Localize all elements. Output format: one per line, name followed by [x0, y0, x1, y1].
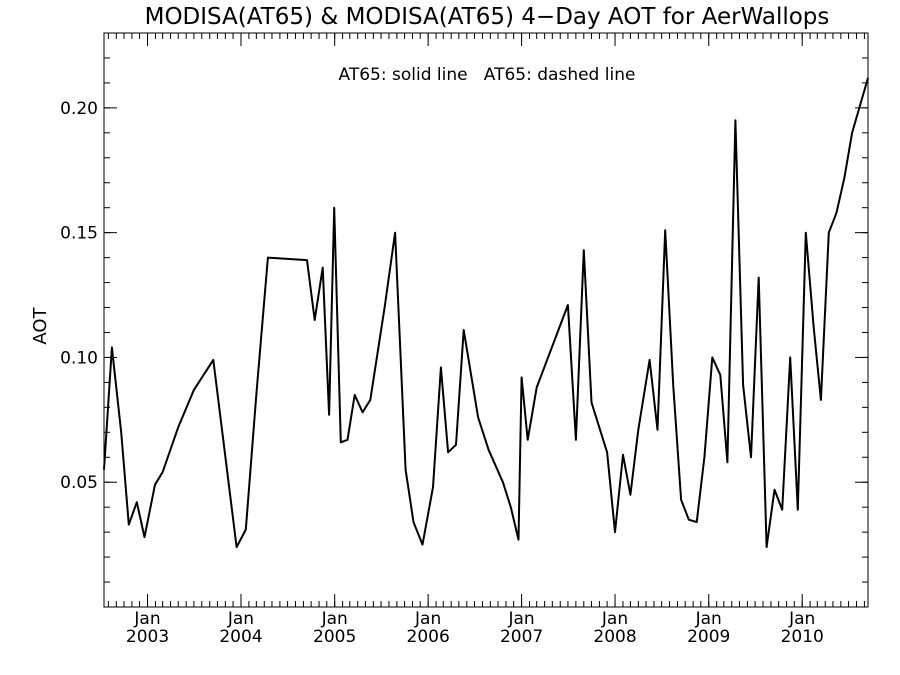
x-tick-month-label: Jan: [414, 609, 441, 629]
x-tick-year-label: 2007: [500, 627, 543, 647]
x-tick-month-label: Jan: [695, 609, 722, 629]
axis-tick-labels: 0.050.100.150.20Jan2003Jan2004Jan2005Jan…: [60, 99, 824, 647]
x-tick-month-label: Jan: [788, 609, 815, 629]
y-tick-label: 0.15: [60, 224, 98, 244]
y-tick-label: 0.10: [60, 348, 98, 368]
x-tick-year-label: 2009: [687, 627, 730, 647]
x-tick-year-label: 2006: [407, 627, 450, 647]
series-group: [103, 77, 869, 549]
series-line-solid: [103, 77, 869, 549]
x-tick-year-label: 2003: [126, 627, 169, 647]
y-tick-label: 0.20: [60, 99, 98, 119]
chart-title: MODISA(AT65) & MODISA(AT65) 4−Day AOT fo…: [145, 4, 830, 30]
y-tick-label: 0.05: [60, 473, 98, 493]
x-tick-month-label: Jan: [227, 609, 254, 629]
axis-ticks: [104, 33, 868, 607]
x-tick-month-label: Jan: [507, 609, 534, 629]
x-tick-month-label: Jan: [321, 609, 348, 629]
x-tick-year-label: 2010: [781, 627, 824, 647]
x-tick-year-label: 2008: [593, 627, 636, 647]
x-tick-year-label: 2005: [313, 627, 356, 647]
legend-text: AT65: solid line AT65: dashed line: [339, 65, 636, 85]
x-tick-month-label: Jan: [601, 609, 628, 629]
x-tick-year-label: 2004: [219, 627, 262, 647]
y-axis-label: AOT: [30, 306, 51, 344]
plot-frame: [103, 32, 869, 608]
x-tick-month-label: Jan: [133, 609, 160, 629]
